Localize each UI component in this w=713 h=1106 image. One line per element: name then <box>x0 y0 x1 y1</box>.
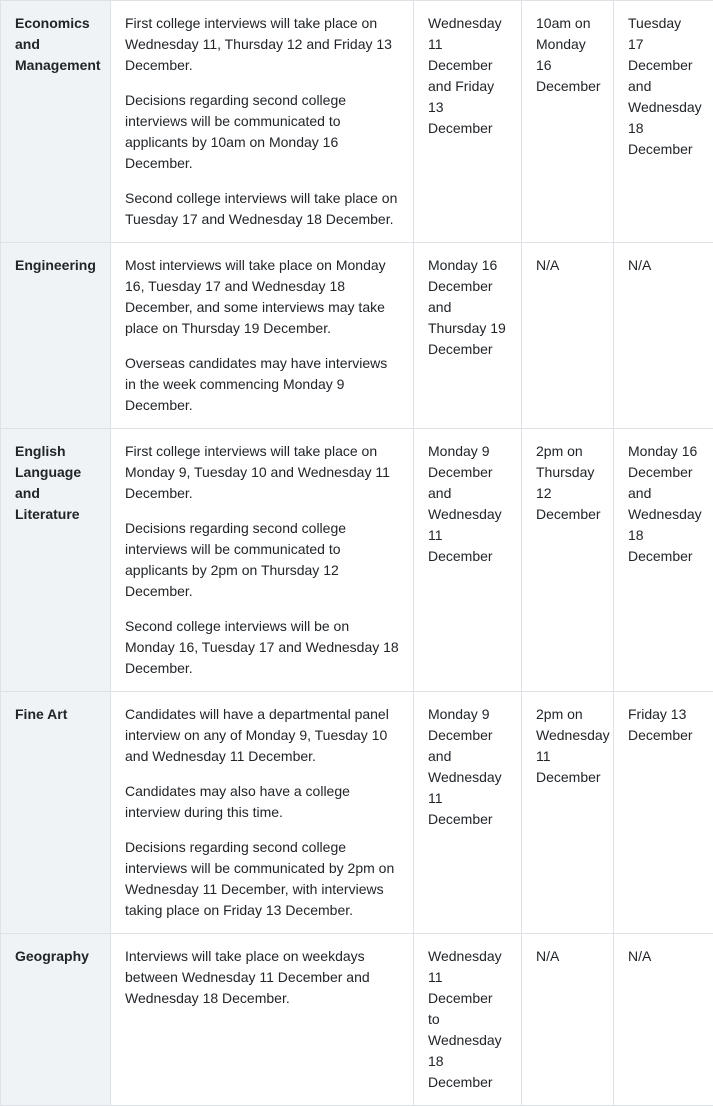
details-paragraph: Decisions regarding second college inter… <box>125 518 399 602</box>
interview-schedule-table: Economics and Management First college i… <box>0 0 713 1106</box>
details-cell: First college interviews will take place… <box>111 1 414 243</box>
details-paragraph: Candidates will have a departmental pane… <box>125 704 399 767</box>
subject-cell: English Language and Literature <box>1 429 111 692</box>
first-interview-dates: Monday 16 December and Thursday 19 Decem… <box>414 243 522 429</box>
details-paragraph: First college interviews will take place… <box>125 441 399 504</box>
second-interview-dates: Friday 13 December <box>614 692 713 934</box>
details-cell: Candidates will have a departmental pane… <box>111 692 414 934</box>
decision-deadline: 2pm on Wednesday 11 December <box>522 692 614 934</box>
details-paragraph: Second college interviews will take plac… <box>125 188 399 230</box>
subject-cell: Engineering <box>1 243 111 429</box>
first-interview-dates: Wednesday 11 December and Friday 13 Dece… <box>414 1 522 243</box>
details-cell: First college interviews will take place… <box>111 429 414 692</box>
second-interview-dates: N/A <box>614 934 713 1106</box>
details-paragraph: Second college interviews will be on Mon… <box>125 616 399 679</box>
decision-deadline: N/A <box>522 243 614 429</box>
table-row: Engineering Most interviews will take pl… <box>1 243 713 429</box>
details-paragraph: Interviews will take place on weekdays b… <box>125 946 399 1009</box>
details-paragraph: Overseas candidates may have interviews … <box>125 353 399 416</box>
table-row: Fine Art Candidates will have a departme… <box>1 692 713 934</box>
details-paragraph: Decisions regarding second college inter… <box>125 837 399 921</box>
table-body: Economics and Management First college i… <box>1 1 713 1106</box>
details-paragraph: Most interviews will take place on Monda… <box>125 255 399 339</box>
decision-deadline: N/A <box>522 934 614 1106</box>
details-paragraph: First college interviews will take place… <box>125 13 399 76</box>
second-interview-dates: N/A <box>614 243 713 429</box>
subject-cell: Geography <box>1 934 111 1106</box>
decision-deadline: 2pm on Thursday 12 December <box>522 429 614 692</box>
details-paragraph: Candidates may also have a college inter… <box>125 781 399 823</box>
decision-deadline: 10am on Monday 16 December <box>522 1 614 243</box>
subject-cell: Economics and Management <box>1 1 111 243</box>
first-interview-dates: Monday 9 December and Wednesday 11 Decem… <box>414 429 522 692</box>
table-row: Economics and Management First college i… <box>1 1 713 243</box>
details-cell: Interviews will take place on weekdays b… <box>111 934 414 1106</box>
subject-cell: Fine Art <box>1 692 111 934</box>
second-interview-dates: Tuesday 17 December and Wednesday 18 Dec… <box>614 1 713 243</box>
table-row: English Language and Literature First co… <box>1 429 713 692</box>
details-paragraph: Decisions regarding second college inter… <box>125 90 399 174</box>
details-cell: Most interviews will take place on Monda… <box>111 243 414 429</box>
table-row: Geography Interviews will take place on … <box>1 934 713 1106</box>
first-interview-dates: Wednesday 11 December to Wednesday 18 De… <box>414 934 522 1106</box>
second-interview-dates: Monday 16 December and Wednesday 18 Dece… <box>614 429 713 692</box>
first-interview-dates: Monday 9 December and Wednesday 11 Decem… <box>414 692 522 934</box>
